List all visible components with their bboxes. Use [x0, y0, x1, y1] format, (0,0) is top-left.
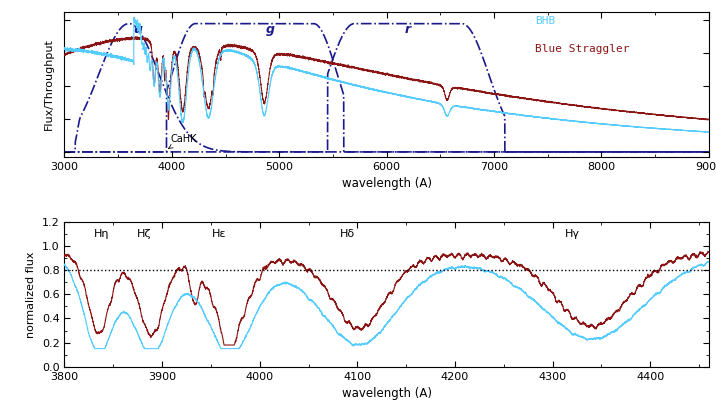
Y-axis label: normalized flux: normalized flux	[26, 251, 37, 338]
Text: Hζ: Hζ	[137, 229, 152, 239]
Text: u: u	[133, 23, 142, 37]
Text: Hγ: Hγ	[565, 229, 580, 239]
Text: CaHK: CaHK	[169, 134, 197, 148]
Text: Hη: Hη	[94, 229, 110, 239]
Text: Blue Straggler: Blue Straggler	[535, 44, 629, 54]
Text: r: r	[405, 23, 411, 37]
Text: BHB: BHB	[535, 17, 555, 27]
Y-axis label: Flux/Throughput: Flux/Throughput	[44, 39, 54, 131]
X-axis label: wavelength (A): wavelength (A)	[342, 387, 432, 400]
Text: Hε: Hε	[211, 229, 226, 239]
Text: Hδ: Hδ	[340, 229, 355, 239]
X-axis label: wavelength (A): wavelength (A)	[342, 177, 432, 190]
Text: g: g	[266, 23, 275, 37]
